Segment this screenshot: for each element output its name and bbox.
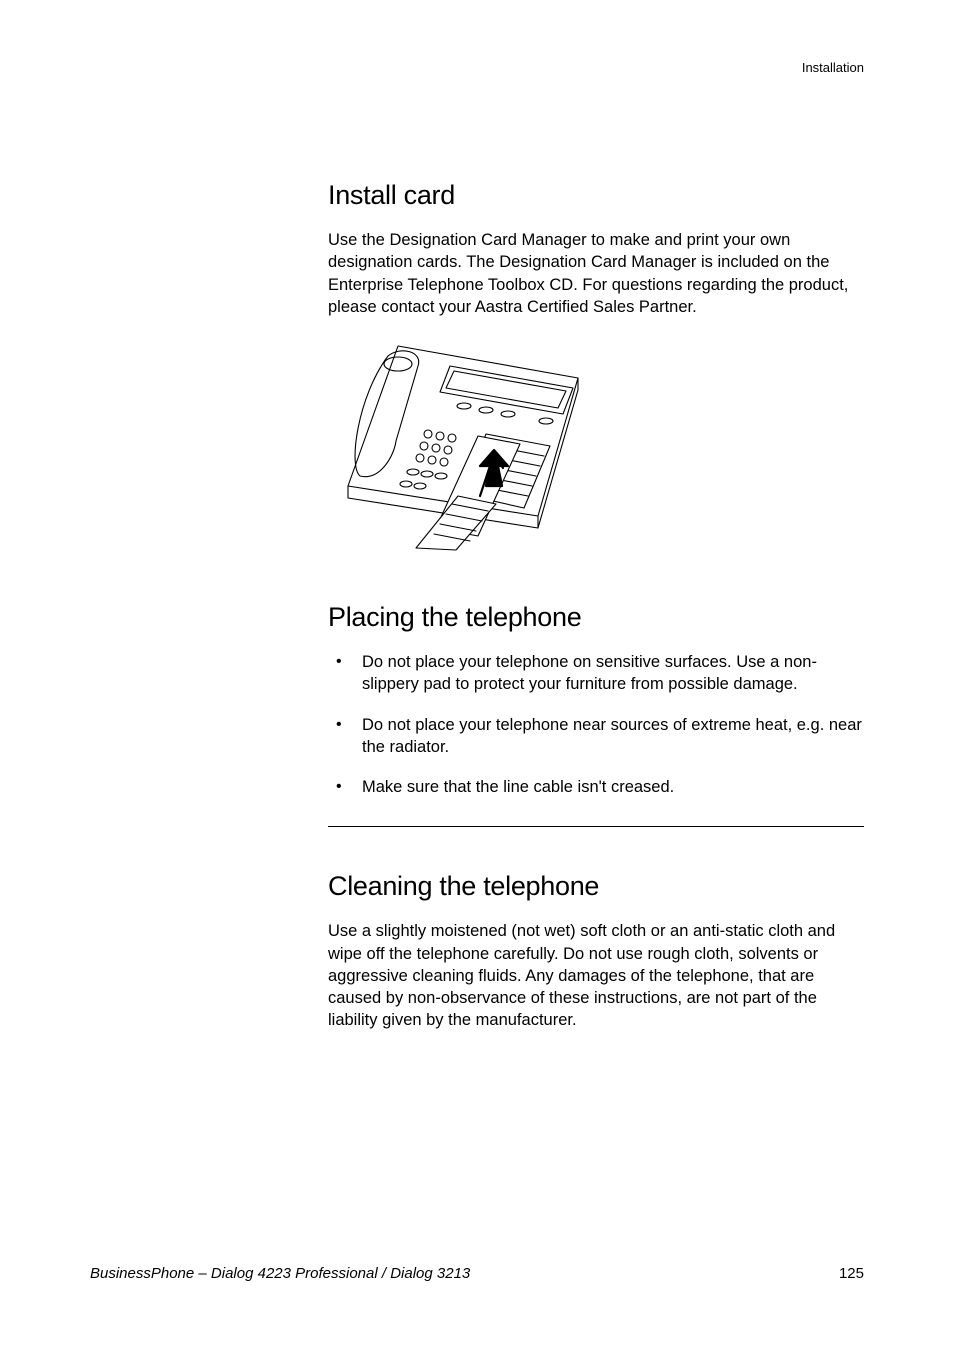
content-column: Install card Use the Designation Card Ma… [328, 180, 864, 1050]
heading-install-card: Install card [328, 180, 864, 211]
section-placing: Placing the telephone Do not place your … [328, 602, 864, 798]
footer-page-number: 125 [839, 1265, 864, 1282]
page: Installation Install card Use the Design… [0, 0, 954, 1352]
figure-telephone [328, 336, 864, 556]
footer-product-line: BusinessPhone – Dialog 4223 Professional… [90, 1265, 470, 1282]
page-footer: BusinessPhone – Dialog 4223 Professional… [90, 1265, 864, 1282]
body-install-card: Use the Designation Card Manager to make… [328, 229, 864, 318]
list-item: Do not place your telephone near sources… [328, 714, 864, 759]
list-item: Do not place your telephone on sensitive… [328, 651, 864, 696]
heading-placing: Placing the telephone [328, 602, 864, 633]
header-section-label: Installation [802, 60, 864, 75]
list-item: Make sure that the line cable isn't crea… [328, 776, 864, 798]
body-cleaning: Use a slightly moistened (not wet) soft … [328, 920, 864, 1031]
placing-bullet-list: Do not place your telephone on sensitive… [328, 651, 864, 798]
section-install-card: Install card Use the Designation Card Ma… [328, 180, 864, 556]
heading-cleaning: Cleaning the telephone [328, 871, 864, 902]
section-divider [328, 826, 864, 827]
section-cleaning: Cleaning the telephone Use a slightly mo… [328, 871, 864, 1031]
telephone-illustration-icon [328, 336, 593, 551]
